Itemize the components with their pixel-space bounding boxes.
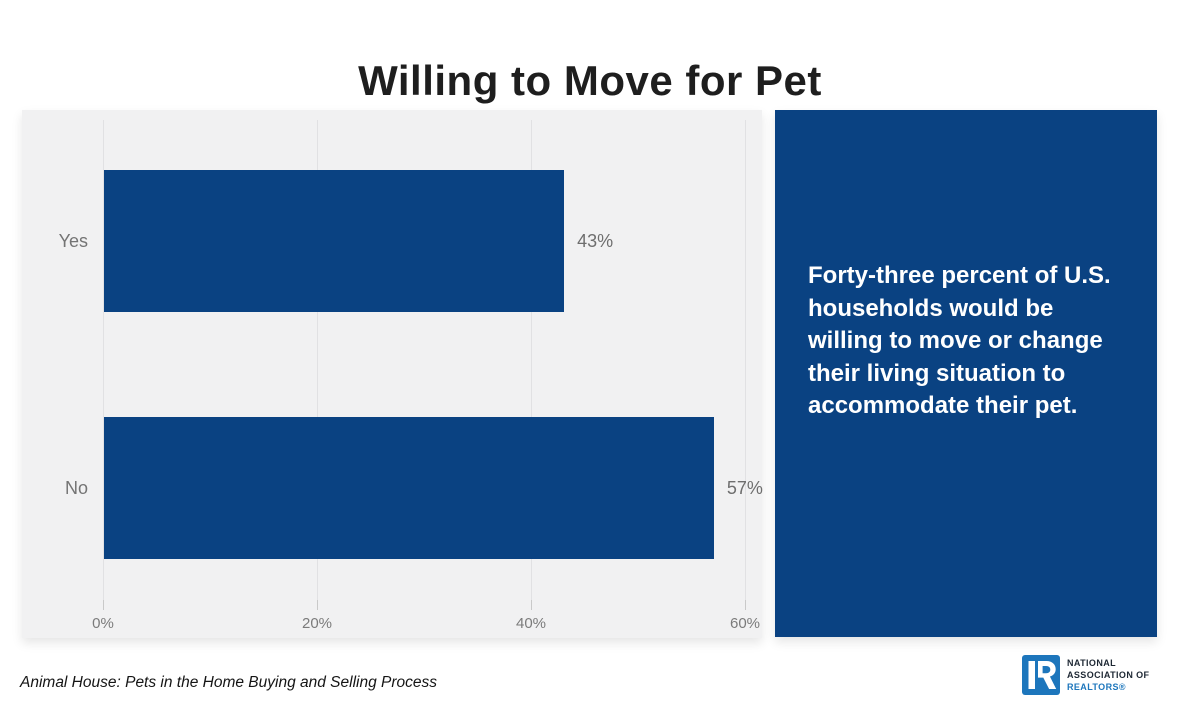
axis-tick-label: 60% (729, 615, 761, 632)
nar-logo-line2: ASSOCIATION OF (1067, 670, 1150, 680)
callout-text: Forty-three percent of U.S. households w… (808, 262, 1111, 419)
gridline (102, 120, 104, 600)
axis-tick (530, 600, 532, 610)
page-title: Willing to Move for Pet (358, 57, 822, 105)
category-label: Yes (58, 230, 88, 251)
axis-tick-label: 40% (515, 615, 547, 632)
axis-tick-label: 0% (92, 615, 114, 632)
nar-r-icon (1022, 655, 1060, 695)
value-label: 57% (726, 477, 763, 498)
bar (104, 417, 714, 559)
axis-tick (316, 600, 318, 610)
bar (104, 170, 565, 312)
axis-tick (744, 600, 746, 610)
gridline (316, 120, 318, 600)
bar-chart: 0% 20% 40% 60% Yes 43% No 57% (22, 110, 763, 638)
axis-tick-label: 20% (301, 615, 333, 632)
value-label: 43% (577, 230, 614, 251)
category-label: No (64, 477, 88, 498)
callout-panel: Forty-three percent of U.S. households w… (775, 110, 1157, 637)
nar-logo-line1: NATIONAL (1067, 658, 1117, 668)
nar-logo: NATIONAL ASSOCIATION OF REALTORS® (1022, 655, 1149, 695)
source-text: Animal House: Pets in the Home Buying an… (20, 674, 437, 691)
nar-logo-text: NATIONAL ASSOCIATION OF REALTORS® (1067, 657, 1149, 693)
gridline (744, 120, 746, 600)
nar-logo-line3: REALTORS® (1067, 682, 1126, 692)
gridline (530, 120, 532, 600)
axis-tick (102, 600, 104, 610)
